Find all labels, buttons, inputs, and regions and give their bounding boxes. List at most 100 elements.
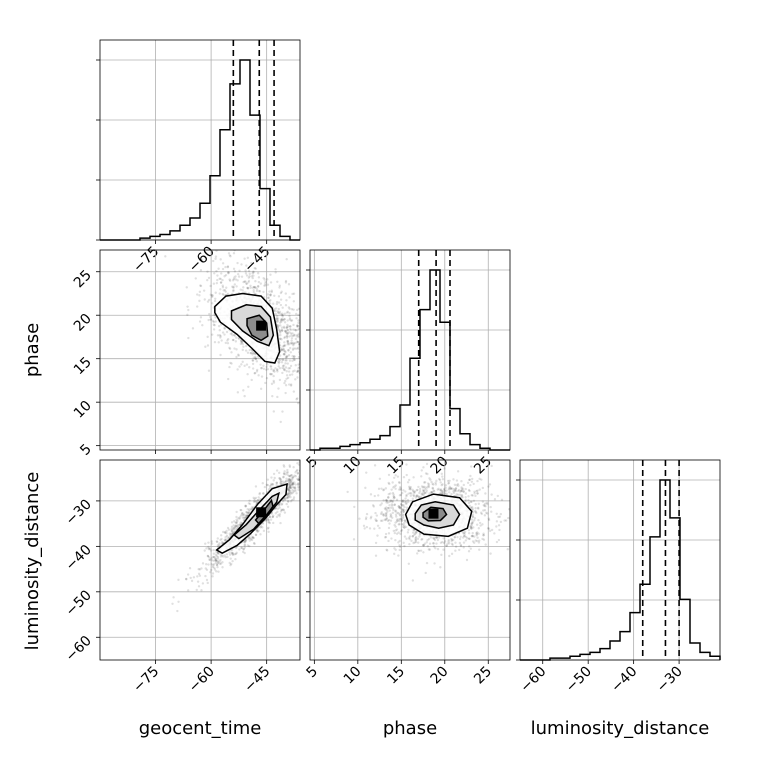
sample-point: [294, 483, 297, 486]
sample-point: [272, 368, 276, 372]
sample-point: [460, 480, 463, 483]
sample-point: [236, 519, 239, 523]
sample-point: [294, 471, 297, 474]
sample-point: [191, 327, 195, 330]
sample-point: [294, 475, 297, 478]
sample-point: [298, 350, 300, 354]
sample-point: [440, 491, 443, 495]
x-tick-label: 20: [428, 664, 452, 688]
sample-point: [287, 500, 290, 503]
sample-point: [237, 353, 240, 356]
sample-point: [341, 346, 343, 348]
sample-point: [387, 473, 391, 477]
sample-point: [421, 543, 425, 547]
sample-point: [303, 318, 305, 320]
sample-point: [208, 558, 211, 561]
sample-point: [387, 539, 390, 543]
sample-point: [279, 312, 282, 316]
sample-point: [290, 337, 294, 340]
sample-point: [369, 517, 372, 520]
sample-point: [377, 494, 380, 497]
sample-point: [284, 366, 288, 369]
sample-point: [228, 254, 232, 257]
sample-point: [508, 508, 510, 511]
sample-point: [456, 489, 460, 493]
sample-point: [442, 537, 445, 540]
sample-point: [470, 506, 473, 509]
sample-point: [484, 543, 487, 546]
sample-point: [401, 525, 405, 529]
sample-point: [296, 333, 299, 337]
x-axis-label-phase: phase: [383, 718, 437, 739]
sample-point: [197, 567, 200, 571]
sample-point: [322, 453, 324, 455]
sample-point: [305, 477, 307, 479]
sample-point: [422, 544, 426, 547]
sample-point: [227, 271, 230, 274]
sample-point: [254, 286, 257, 289]
sample-point: [216, 557, 220, 560]
sample-point: [470, 527, 473, 530]
sample-point: [476, 539, 479, 543]
sample-point: [393, 496, 396, 499]
sample-point: [268, 521, 272, 525]
sample-point: [452, 538, 455, 542]
sample-point: [285, 326, 288, 329]
sample-point: [472, 482, 475, 486]
sample-point: [460, 489, 463, 493]
sample-point: [278, 513, 282, 516]
sample-point: [247, 281, 250, 284]
sample-point: [280, 290, 283, 293]
sample-point: [278, 477, 282, 480]
sample-point: [489, 505, 492, 509]
sample-point: [294, 341, 297, 345]
sample-point: [398, 494, 402, 497]
sample-point: [285, 326, 289, 330]
sample-point: [229, 255, 232, 258]
sample-point: [268, 372, 272, 376]
sample-point: [280, 503, 283, 506]
sample-point: [231, 334, 234, 337]
sample-point: [244, 272, 248, 275]
sample-point: [243, 544, 246, 547]
sample-point: [396, 511, 399, 514]
sample-point: [455, 493, 458, 496]
sample-point: [270, 382, 274, 386]
sample-point: [291, 332, 294, 335]
sample-point: [247, 279, 251, 283]
sample-point: [267, 296, 270, 300]
sample-point: [452, 488, 456, 491]
sample-point: [387, 496, 390, 499]
sample-point: [399, 507, 402, 510]
sample-point: [278, 514, 281, 518]
sample-point: [428, 477, 431, 480]
sample-point: [304, 489, 306, 491]
sample-point: [475, 523, 479, 526]
sample-point: [284, 351, 287, 354]
sample-point: [277, 301, 281, 304]
sample-point: [477, 527, 481, 530]
sample-point: [300, 470, 302, 472]
sample-point: [433, 536, 436, 540]
sample-point: [240, 363, 243, 366]
sample-point: [304, 330, 306, 332]
sample-point: [289, 492, 292, 495]
sample-point: [468, 478, 471, 482]
sample-point: [218, 542, 221, 545]
sample-point: [375, 519, 379, 522]
sample-point: [478, 477, 481, 481]
sample-point: [261, 250, 264, 253]
sample-point: [282, 364, 286, 367]
sample-point: [477, 518, 480, 522]
sample-point: [248, 502, 252, 506]
sample-point: [304, 334, 306, 336]
sample-point: [288, 366, 292, 370]
sample-point: [295, 370, 299, 374]
sample-point: [399, 506, 402, 509]
sample-point: [387, 526, 391, 530]
sample-point: [432, 542, 435, 545]
sample-point: [432, 545, 436, 548]
sample-point: [297, 340, 300, 344]
sample-point: [504, 519, 508, 522]
sample-point: [247, 511, 251, 515]
